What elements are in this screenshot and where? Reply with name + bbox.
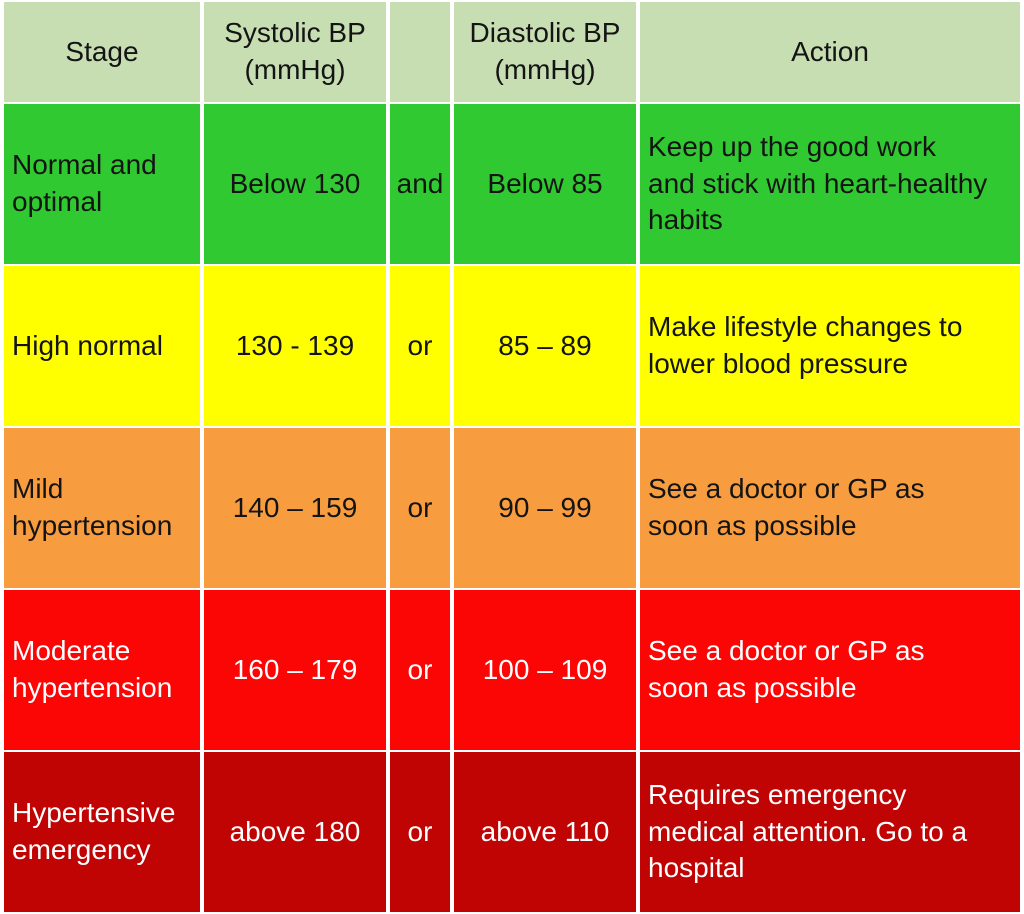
row-high-normal: High normal 130 - 139 or 85 – 89 Make li…: [4, 266, 1020, 426]
conjunction-cell: and: [390, 104, 450, 264]
conjunction-cell: or: [390, 752, 450, 912]
header-systolic: Systolic BP (mmHg): [204, 2, 386, 102]
conjunction-cell: or: [390, 428, 450, 588]
conjunction-cell: or: [390, 590, 450, 750]
action-cell: Requires emergency medical attention. Go…: [640, 752, 1020, 912]
stage-cell: Hypertensive emergency: [4, 752, 200, 912]
action-cell: Make lifestyle changes to lower blood pr…: [640, 266, 1020, 426]
systolic-cell: 140 – 159: [204, 428, 386, 588]
systolic-cell: 130 - 139: [204, 266, 386, 426]
conjunction-cell: or: [390, 266, 450, 426]
stage-cell: High normal: [4, 266, 200, 426]
action-cell: Keep up the good work and stick with hea…: [640, 104, 1020, 264]
action-cell: See a doctor or GP as soon as possible: [640, 428, 1020, 588]
header-diastolic: Diastolic BP (mmHg): [454, 2, 636, 102]
table-header-row: Stage Systolic BP (mmHg) Diastolic BP (m…: [4, 2, 1020, 102]
systolic-cell: 160 – 179: [204, 590, 386, 750]
diastolic-cell: above 110: [454, 752, 636, 912]
header-action: Action: [640, 2, 1020, 102]
row-mild-hypertension: Mild hypertension 140 – 159 or 90 – 99 S…: [4, 428, 1020, 588]
stage-cell: Mild hypertension: [4, 428, 200, 588]
diastolic-cell: 90 – 99: [454, 428, 636, 588]
row-normal-optimal: Normal and optimal Below 130 and Below 8…: [4, 104, 1020, 264]
systolic-cell: Below 130: [204, 104, 386, 264]
systolic-cell: above 180: [204, 752, 386, 912]
row-moderate-hypertension: Moderate hypertension 160 – 179 or 100 –…: [4, 590, 1020, 750]
header-conjunction: [390, 2, 450, 102]
diastolic-cell: 85 – 89: [454, 266, 636, 426]
diastolic-cell: Below 85: [454, 104, 636, 264]
stage-cell: Normal and optimal: [4, 104, 200, 264]
header-stage: Stage: [4, 2, 200, 102]
action-cell: See a doctor or GP as soon as possible: [640, 590, 1020, 750]
diastolic-cell: 100 – 109: [454, 590, 636, 750]
row-hypertensive-emergency: Hypertensive emergency above 180 or abov…: [4, 752, 1020, 912]
stage-cell: Moderate hypertension: [4, 590, 200, 750]
